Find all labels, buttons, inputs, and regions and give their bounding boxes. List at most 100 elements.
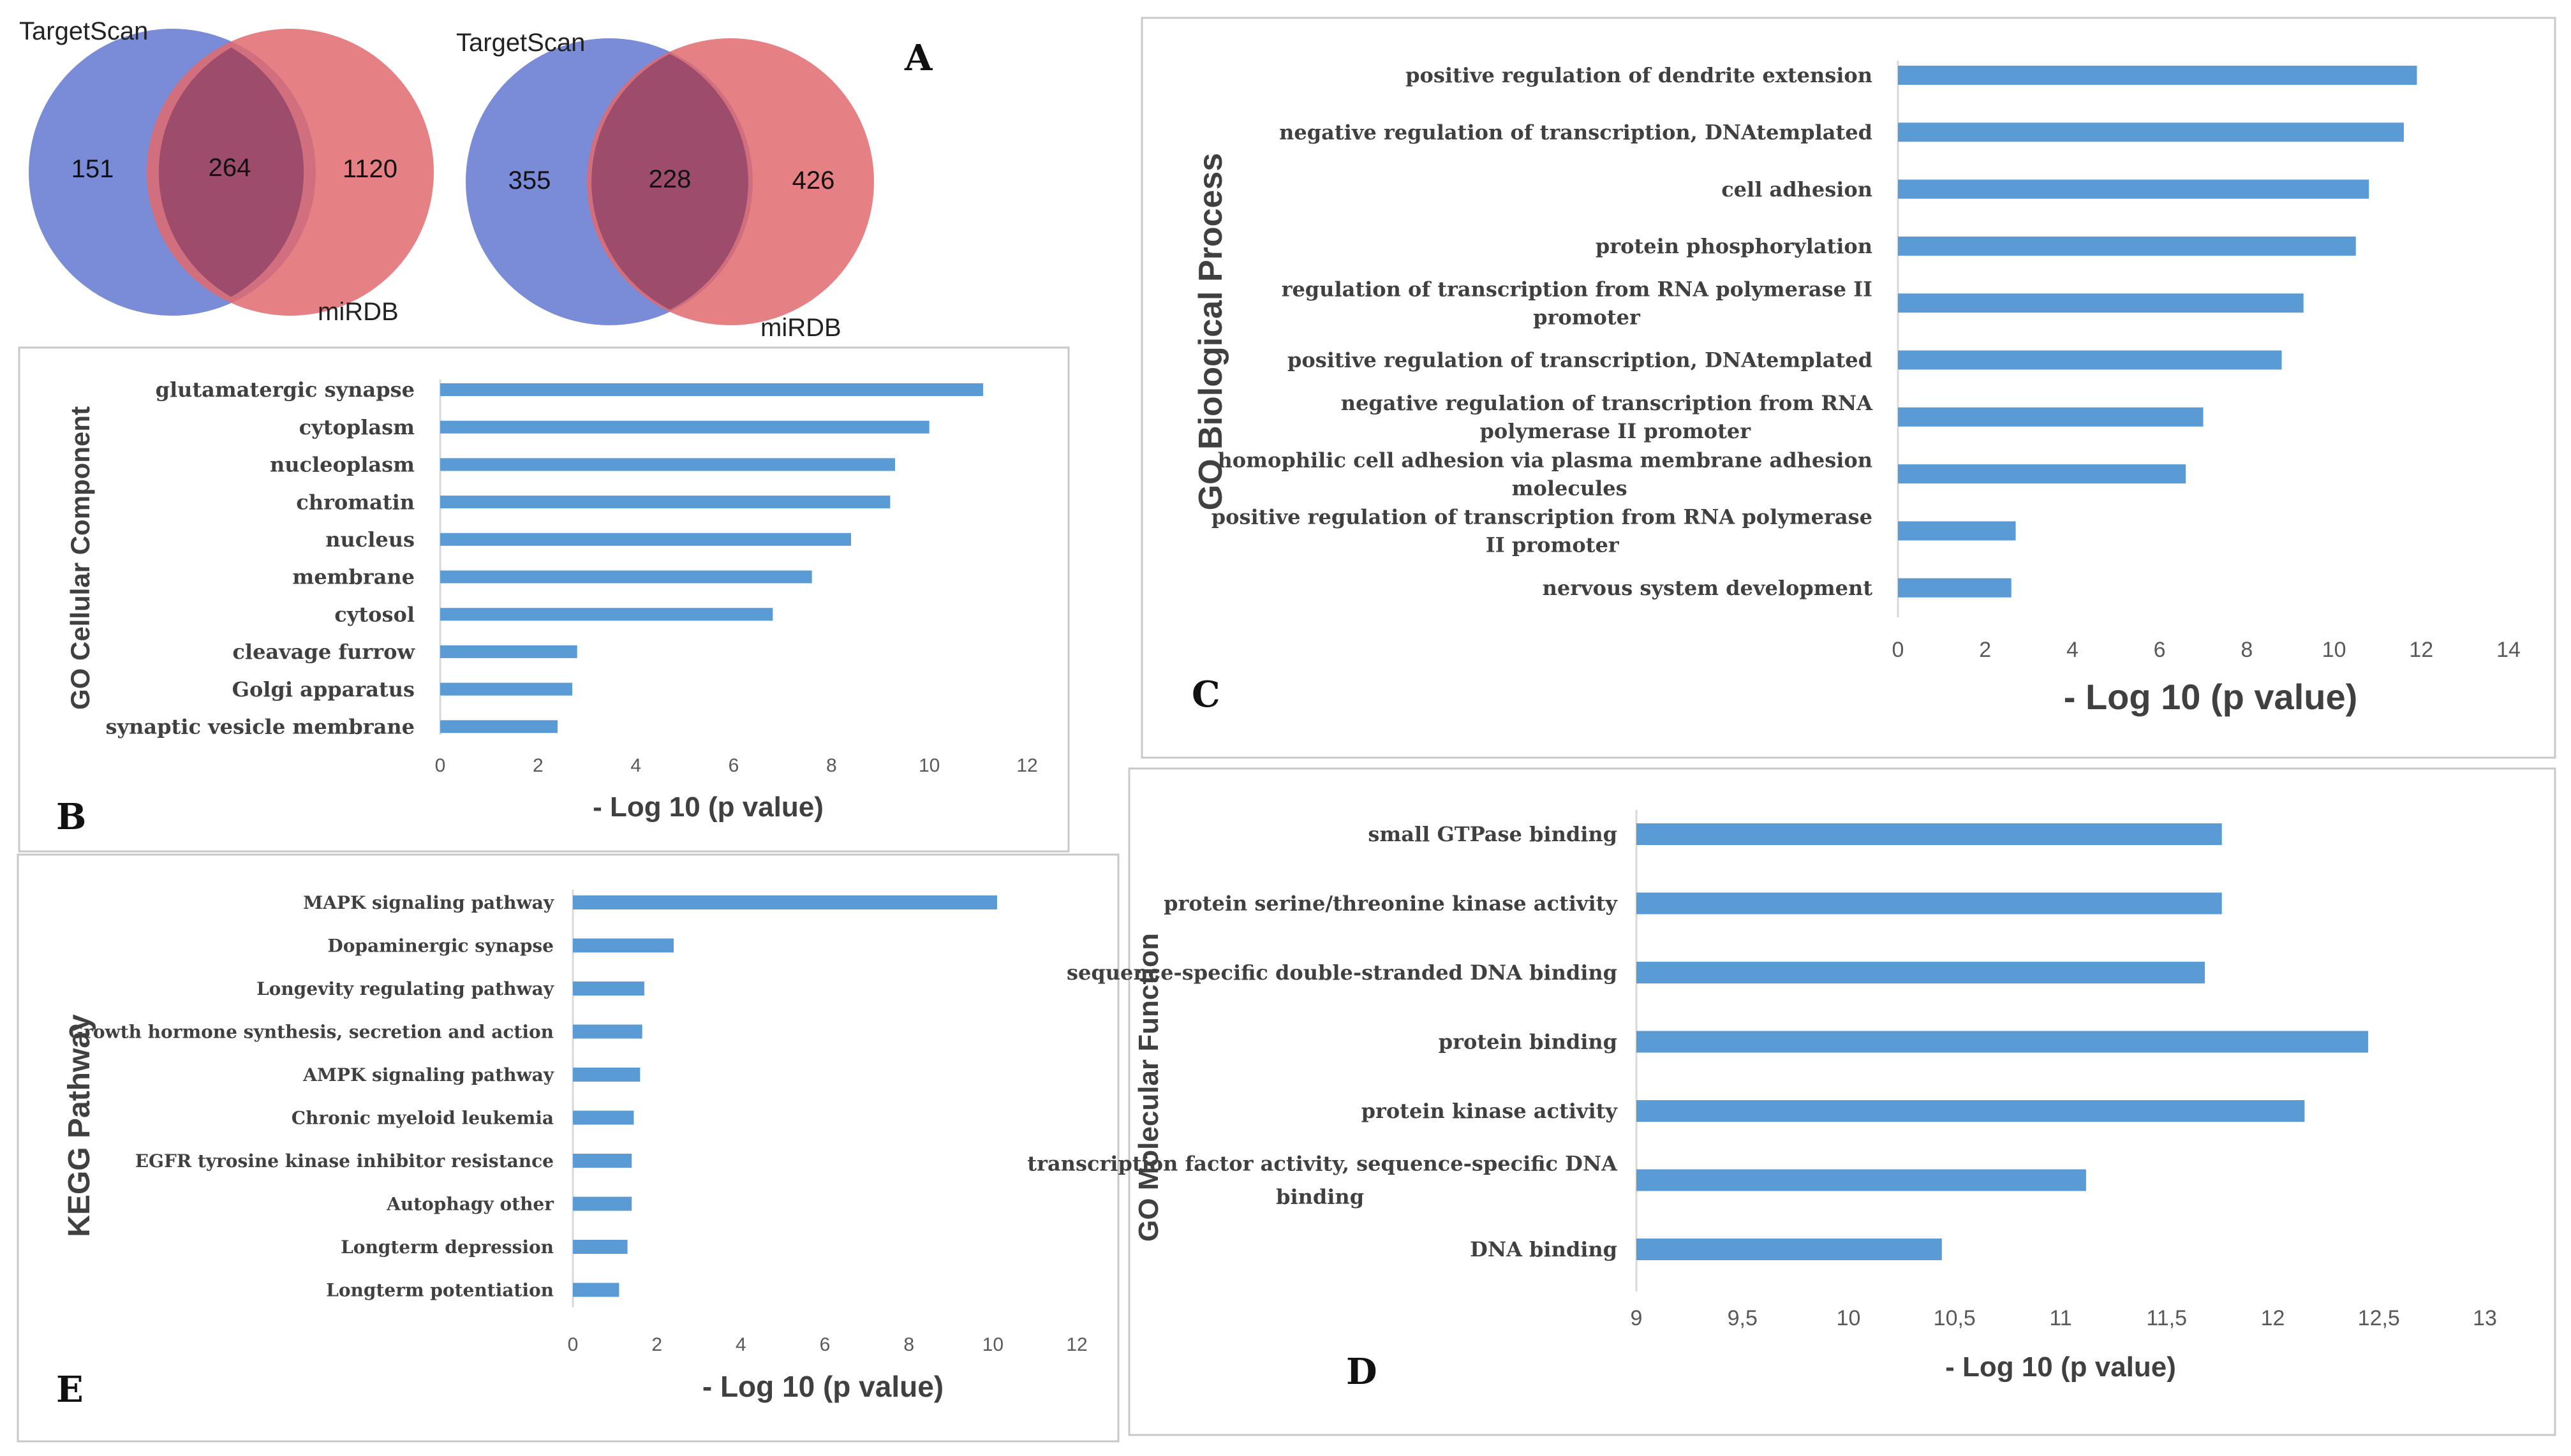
category-label: nucleus bbox=[325, 527, 415, 552]
bar bbox=[573, 938, 674, 953]
bar bbox=[573, 1283, 619, 1297]
x-axis-title: - Log 10 (p value) bbox=[702, 1370, 944, 1403]
category-label: cytoplasm bbox=[299, 415, 415, 439]
category-label: homophilic cell adhesion via plasma memb… bbox=[1218, 448, 1872, 472]
tick-label: 12 bbox=[1016, 755, 1037, 776]
panel-letter-a: A bbox=[904, 37, 933, 79]
category-label: positive regulation of transcription, DN… bbox=[1287, 348, 1872, 372]
kegg-pathway-chart: MAPK signaling pathway Dopaminergic synap… bbox=[63, 890, 1088, 1403]
bar bbox=[440, 383, 983, 396]
category-label: positive regulation of dendrite extensio… bbox=[1405, 63, 1872, 87]
tick-label: 2 bbox=[533, 755, 544, 776]
category-label: II promoter bbox=[1486, 533, 1620, 557]
category-label: chromatin bbox=[296, 490, 415, 514]
category-label: positive regulation of transcription fro… bbox=[1211, 505, 1872, 529]
category-label: synaptic vesicle membrane bbox=[106, 715, 415, 739]
category-label: polymerase II promoter bbox=[1479, 419, 1751, 443]
x-axis-title: - Log 10 (p value) bbox=[2064, 677, 2358, 717]
bar bbox=[573, 982, 644, 996]
panel-letter-c: C bbox=[1192, 673, 1220, 716]
category-label: protein binding bbox=[1439, 1030, 1617, 1054]
tick-label: 2 bbox=[1979, 638, 1991, 662]
bar bbox=[1898, 122, 2404, 142]
category-label: glutamatergic synapse bbox=[156, 378, 415, 402]
category-label: protein phosphorylation bbox=[1596, 234, 1872, 258]
venn-1-left-label: TargetScan bbox=[19, 17, 148, 45]
bar bbox=[573, 1240, 628, 1254]
category-label: Longterm potentiation bbox=[326, 1279, 554, 1300]
bar bbox=[573, 1068, 641, 1082]
tick-label: 4 bbox=[2066, 638, 2078, 662]
bar bbox=[1636, 892, 2222, 915]
venn-1-right-only-count: 1120 bbox=[343, 155, 397, 183]
venn-2-overlap-count: 228 bbox=[649, 165, 692, 193]
tick-label: 8 bbox=[903, 1334, 914, 1355]
tick-label: 10 bbox=[2322, 638, 2346, 662]
molecular-function-chart: small GTPase binding protein serine/threo… bbox=[1027, 810, 2497, 1383]
category-label: nucleoplasm bbox=[270, 453, 415, 477]
category-label: binding bbox=[1276, 1185, 1364, 1209]
y-axis-title: KEGG Pathway bbox=[63, 1014, 96, 1237]
panel-c-frame bbox=[1141, 17, 2556, 759]
tick-label: 4 bbox=[630, 755, 641, 776]
bar bbox=[1636, 962, 2205, 983]
bar bbox=[1898, 179, 2369, 199]
tick-label: 9,5 bbox=[1728, 1306, 1758, 1330]
venn-diagram-1: TargetScan miRDB 151 264 1120 bbox=[19, 17, 434, 326]
category-label: Dopaminergic synapse bbox=[327, 935, 554, 956]
tick-label: 12 bbox=[2409, 638, 2433, 662]
category-label: Growth hormone synthesis, secretion and … bbox=[68, 1021, 554, 1042]
tick-label: 14 bbox=[2496, 638, 2521, 662]
bar bbox=[440, 570, 812, 584]
tick-label: 13 bbox=[2473, 1306, 2497, 1330]
category-label: Golgi apparatus bbox=[232, 677, 415, 702]
bar bbox=[440, 420, 930, 434]
bar bbox=[1636, 1239, 1942, 1260]
venn-diagram-2: TargetScan miRDB 355 228 426 bbox=[456, 29, 874, 342]
panel-letter-e: E bbox=[56, 1369, 84, 1411]
venn-1-overlap-region bbox=[158, 47, 304, 297]
tick-label: 10 bbox=[1837, 1306, 1861, 1330]
venn-2-overlap-region bbox=[591, 54, 748, 310]
tick-label: 0 bbox=[435, 755, 446, 776]
category-label: negative regulation of transcription, DN… bbox=[1279, 121, 1872, 145]
category-label: AMPK signaling pathway bbox=[302, 1064, 554, 1085]
bar bbox=[1898, 350, 2282, 370]
bar bbox=[1898, 293, 2304, 313]
category-label: EGFR tyrosine kinase inhibitor resistanc… bbox=[135, 1151, 554, 1172]
y-axis-title: GO Molecular Function bbox=[1133, 933, 1164, 1242]
bar bbox=[440, 496, 891, 509]
category-label: MAPK signaling pathway bbox=[303, 892, 554, 913]
panel-d-frame bbox=[1128, 767, 2556, 1436]
x-axis-title: - Log 10 (p value) bbox=[1945, 1351, 2176, 1383]
bar bbox=[573, 895, 997, 909]
tick-label: 11,5 bbox=[2146, 1306, 2187, 1330]
y-axis-title: GO Cellular Component bbox=[65, 406, 95, 710]
category-label: Chronic myeloid leukemia bbox=[292, 1107, 554, 1128]
tick-label: 4 bbox=[736, 1334, 746, 1355]
tick-label: 0 bbox=[1892, 638, 1904, 662]
venn-1-overlap-count: 264 bbox=[209, 154, 251, 182]
tick-label: 10 bbox=[982, 1334, 1004, 1355]
category-label: sequence-specific double-stranded DNA bi… bbox=[1067, 960, 1617, 985]
venn-2-left-only-count: 355 bbox=[508, 166, 551, 195]
bar bbox=[1898, 66, 2417, 85]
bar bbox=[440, 645, 577, 658]
category-label: protein serine/threonine kinase activity bbox=[1164, 892, 1618, 916]
tick-label: 9 bbox=[1631, 1306, 1643, 1330]
venn-1-left-only-count: 151 bbox=[71, 155, 114, 183]
category-label: promoter bbox=[1533, 305, 1641, 329]
bar bbox=[573, 1110, 634, 1125]
biological-process-chart: positive regulation of dendrite extensio… bbox=[1192, 61, 2521, 717]
bar bbox=[1636, 823, 2222, 845]
tick-label: 6 bbox=[820, 1334, 831, 1355]
bar bbox=[440, 608, 773, 621]
venn-panel: TargetScan miRDB 151 264 1120 TargetScan… bbox=[19, 17, 933, 342]
bar bbox=[1898, 407, 2204, 427]
bar bbox=[1636, 1100, 2305, 1122]
bar bbox=[1636, 1031, 2369, 1053]
bar bbox=[440, 720, 558, 733]
x-axis-title: - Log 10 (p value) bbox=[593, 791, 824, 823]
tick-label: 10,5 bbox=[1934, 1306, 1976, 1330]
category-label: small GTPase binding bbox=[1368, 822, 1617, 846]
